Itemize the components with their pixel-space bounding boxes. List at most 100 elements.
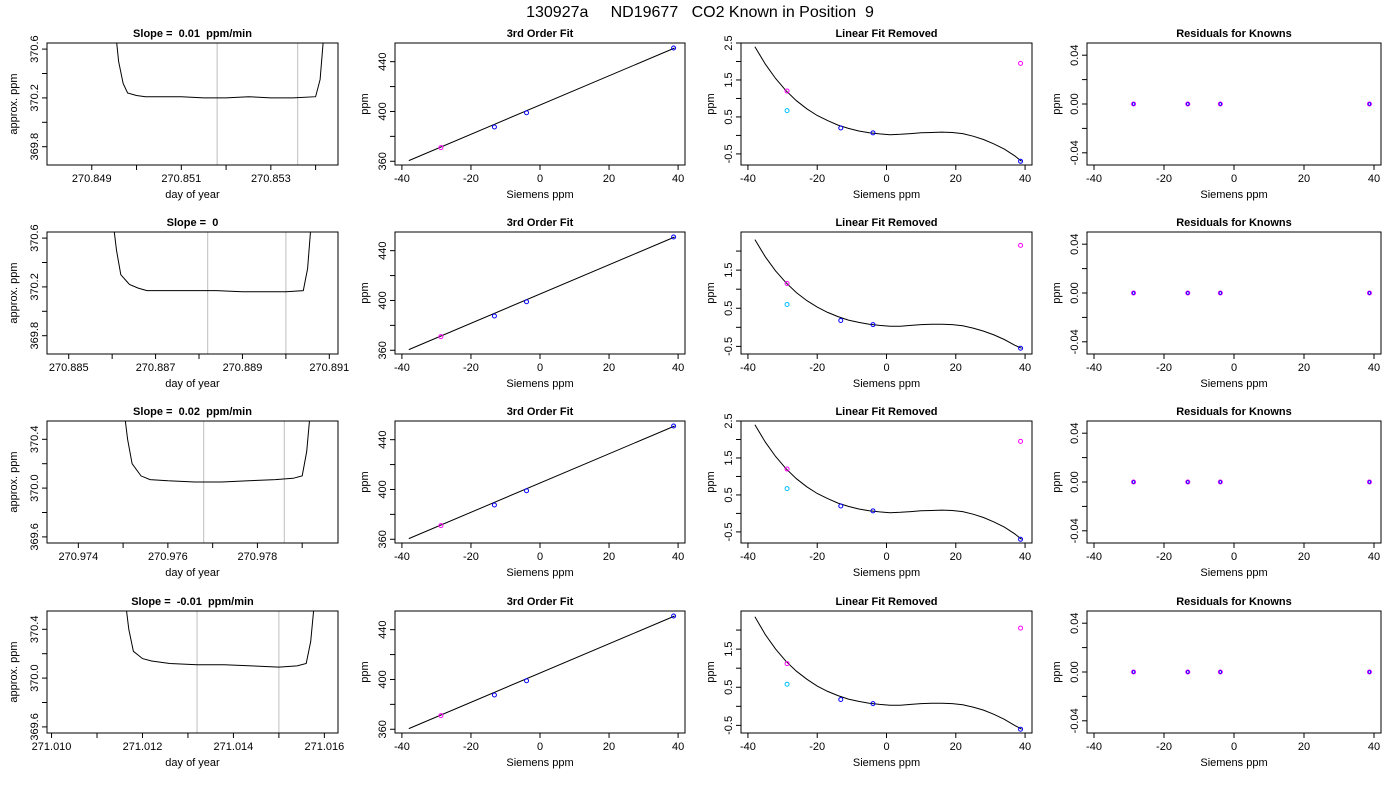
x-tick-label: -40	[1086, 362, 1102, 374]
x-tick-label: 270.849	[72, 173, 112, 185]
data-point-residual-inner	[1131, 102, 1136, 106]
y-tick-label: 0.04	[1069, 44, 1081, 65]
data-point-known	[1018, 726, 1024, 732]
data-point-unknown	[438, 713, 444, 719]
data-point-residual	[1366, 290, 1372, 296]
panel-title: Slope = 0.02 ppm/min	[133, 406, 252, 418]
data-point-unknown	[438, 145, 444, 151]
x-axis-label: day of year	[165, 378, 220, 390]
x-tick-label: -20	[1156, 362, 1172, 374]
data-point-residual	[1185, 669, 1191, 675]
x-axis-label: Siemens ppm	[1200, 189, 1267, 201]
x-tick-label: 270.851	[161, 173, 201, 185]
x-axis-label: Siemens ppm	[1200, 757, 1267, 769]
x-tick-label: 0	[537, 362, 543, 374]
x-tick-label: 40	[672, 741, 684, 753]
panel-title: Linear Fit Removed	[835, 406, 937, 418]
y-axis-label: approx. ppm	[8, 451, 20, 512]
data-point-residual-inner	[1218, 670, 1223, 674]
panel-title: 3rd Order Fit	[507, 28, 574, 40]
panel-title: Linear Fit Removed	[835, 28, 937, 40]
panel-time-row-2: Slope = 0.02 ppm/min 270.974 270.976 270.97…	[8, 406, 339, 579]
y-tick-label: 370.0	[29, 664, 41, 692]
x-tick-label: 270.853	[251, 173, 291, 185]
y-tick-label: 400	[377, 102, 389, 120]
data-point-residual-inner	[1367, 291, 1372, 295]
data-point-unknown	[1018, 60, 1024, 66]
y-tick-label: 0.5	[723, 109, 735, 124]
data-point-known	[838, 696, 844, 702]
data-point-unknown_fit	[784, 486, 790, 492]
panel-time-row-1: Slope = 0 270.885 270.887 270.889 270.891 369…	[8, 217, 349, 390]
data-point-known	[491, 692, 497, 698]
data-point-unknown	[1018, 625, 1024, 631]
panel-residuals-row-2: Residuals for Knowns -40 -20 0 20 40 -0.04 0.00…	[1051, 406, 1382, 579]
x-tick-label: -20	[463, 551, 479, 563]
data-point-unknown	[438, 523, 444, 529]
panel-linear_removed-row-3: Linear Fit Removed -40 -20 0 20 40 -0.5 0.5 1.5 S…	[705, 596, 1033, 769]
panel-title: 3rd Order Fit	[507, 406, 574, 418]
x-tick-label: 40	[672, 551, 684, 563]
series-line	[124, 421, 310, 483]
data-point-known	[1018, 345, 1024, 351]
panel-linear_removed-row-2: Linear Fit Removed -40 -20 0 20 40 -0.5 0.5 1.5 2…	[705, 406, 1033, 579]
x-tick-label: 20	[1298, 551, 1310, 563]
x-tick-label: 20	[950, 741, 962, 753]
data-point-unknown	[784, 466, 790, 472]
panel-title: Residuals for Knowns	[1176, 596, 1292, 608]
x-tick-label: 40	[1368, 173, 1380, 185]
panel-title: Linear Fit Removed	[835, 596, 937, 608]
panel-frame	[46, 610, 339, 734]
panel-fit-row-2: 3rd Order Fit -40 -20 0 20 40 360 400 440 Siemens…	[359, 406, 686, 579]
y-tick-label: -0.5	[723, 144, 735, 163]
data-point-known	[838, 317, 844, 323]
y-tick-label: -0.04	[1069, 140, 1081, 165]
y-tick-label: 400	[377, 480, 389, 498]
panel-frame	[740, 231, 1033, 355]
plot-area	[113, 232, 311, 293]
data-point-residual-inner	[1186, 670, 1190, 674]
y-axis-label: ppm	[705, 282, 717, 303]
x-tick-label: -40	[740, 362, 756, 374]
panel-frame	[740, 610, 1033, 734]
data-point-known	[671, 423, 677, 429]
y-tick-label: 0.00	[1069, 282, 1081, 303]
data-point-known	[524, 488, 530, 494]
x-tick-label: -40	[394, 741, 410, 753]
x-tick-label: 0	[537, 741, 543, 753]
data-point-residual-inner	[1218, 291, 1223, 295]
x-tick-label: 40	[1019, 362, 1031, 374]
y-tick-label: 369.8	[29, 133, 41, 161]
x-axis-label: day of year	[165, 757, 220, 769]
x-tick-label: 0	[883, 173, 889, 185]
y-tick-label: -0.04	[1069, 708, 1081, 733]
data-point-residual	[1366, 479, 1372, 485]
y-tick-label: 370.2	[29, 273, 41, 301]
panel-time-row-3: Slope = -0.01 ppm/min 271.010 271.012 271.0…	[8, 596, 344, 769]
panel-frame	[394, 231, 686, 355]
data-point-residual-inner	[1131, 480, 1136, 484]
fit-line	[408, 236, 675, 351]
plot-area	[1131, 290, 1372, 296]
y-tick-label: 360	[377, 720, 389, 738]
x-axis-label: Siemens ppm	[506, 567, 573, 579]
y-tick-label: 0.5	[723, 487, 735, 502]
data-point-residual	[1217, 479, 1223, 485]
x-axis-label: Siemens ppm	[1200, 378, 1267, 390]
x-tick-label: 20	[950, 551, 962, 563]
plot-area	[754, 239, 1024, 351]
data-point-residual	[1185, 290, 1191, 296]
y-tick-label: 370.6	[29, 35, 41, 63]
y-tick-label: 370.0	[29, 474, 41, 502]
data-point-residual	[1131, 101, 1137, 107]
data-point-residual-inner	[1131, 670, 1136, 674]
x-tick-label: -40	[1086, 741, 1102, 753]
x-axis-label: Siemens ppm	[853, 757, 920, 769]
data-point-known	[524, 110, 530, 116]
y-tick-label: 360	[377, 530, 389, 548]
y-axis-label: ppm	[359, 471, 371, 492]
panel-frame	[394, 420, 686, 544]
x-tick-label: -40	[1086, 551, 1102, 563]
x-tick-label: -20	[1156, 173, 1172, 185]
fit-curve	[754, 239, 1022, 349]
